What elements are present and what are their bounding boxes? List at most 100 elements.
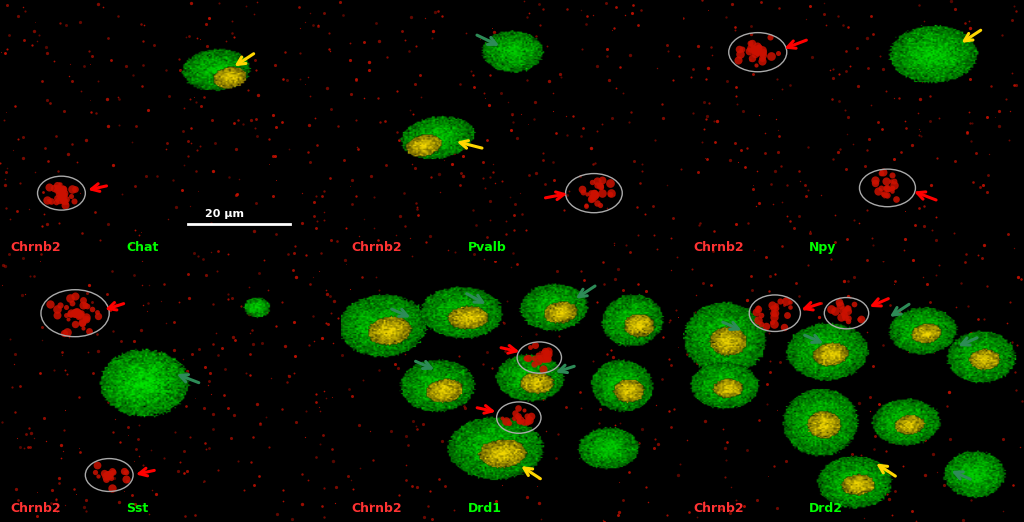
Point [430,7,446,15]
Point [766,309,782,317]
Point [43,499,59,507]
Point [55,185,72,194]
Point [205,425,221,433]
Point [205,300,221,309]
Point [861,393,878,401]
Point [551,331,567,340]
Point [728,83,744,91]
Point [371,37,387,45]
Point [202,369,218,377]
Point [500,340,516,349]
Point [39,96,55,104]
Point [870,400,887,409]
Point [66,485,82,494]
Point [802,227,818,235]
Point [495,413,511,422]
Point [186,93,203,102]
Point [103,473,120,482]
Point [72,18,88,26]
Point [883,176,899,185]
Point [144,239,161,247]
Point [874,190,891,198]
Point [702,43,719,51]
Point [828,461,845,470]
Point [845,140,861,148]
Point [325,457,341,465]
Point [696,496,713,505]
Point [993,355,1010,363]
Point [141,281,158,289]
Point [263,374,280,383]
Point [751,41,767,49]
Point [699,244,716,252]
Point [87,109,103,117]
Point [548,128,564,137]
Point [630,280,646,289]
Point [53,185,70,194]
Point [660,355,677,363]
Point [791,211,807,220]
Point [599,204,615,212]
Point [430,125,446,133]
Point [1004,16,1020,24]
Point [197,93,213,101]
Point [624,395,640,403]
Point [792,177,808,185]
Point [936,481,952,490]
Point [223,17,240,25]
Point [839,130,855,138]
Point [774,197,791,206]
Point [754,51,770,59]
Point [368,273,384,281]
Point [838,313,854,321]
Point [323,309,339,317]
Point [50,167,67,175]
Point [900,348,916,356]
Point [521,171,538,179]
Point [370,236,386,244]
Point [387,360,403,368]
Point [351,232,368,240]
Point [0,108,14,116]
Point [251,472,267,480]
Point [543,192,559,200]
Point [718,13,734,21]
Point [858,34,874,42]
Point [0,49,13,57]
Point [685,65,701,74]
Point [727,23,743,32]
Point [20,443,37,452]
Point [774,85,791,93]
Point [886,177,902,185]
Point [599,52,615,60]
Point [646,136,663,144]
Point [84,298,100,306]
Point [767,270,783,278]
Point [140,365,157,374]
Point [0,260,11,269]
Point [589,181,605,189]
Point [413,92,429,101]
Point [902,58,919,66]
Point [478,450,495,459]
Point [840,436,856,444]
Point [874,341,891,349]
Point [751,111,767,120]
Point [772,162,788,170]
Point [78,314,94,323]
Point [638,483,654,492]
Point [344,392,360,400]
Point [776,323,793,331]
Point [455,171,471,180]
Point [453,169,469,177]
Point [730,55,746,64]
Point [51,474,68,482]
Point [408,42,424,51]
Point [407,80,423,88]
Point [587,159,603,167]
Point [1012,443,1024,451]
Point [941,33,957,41]
Point [11,382,28,390]
Point [166,318,182,326]
Point [740,219,757,227]
